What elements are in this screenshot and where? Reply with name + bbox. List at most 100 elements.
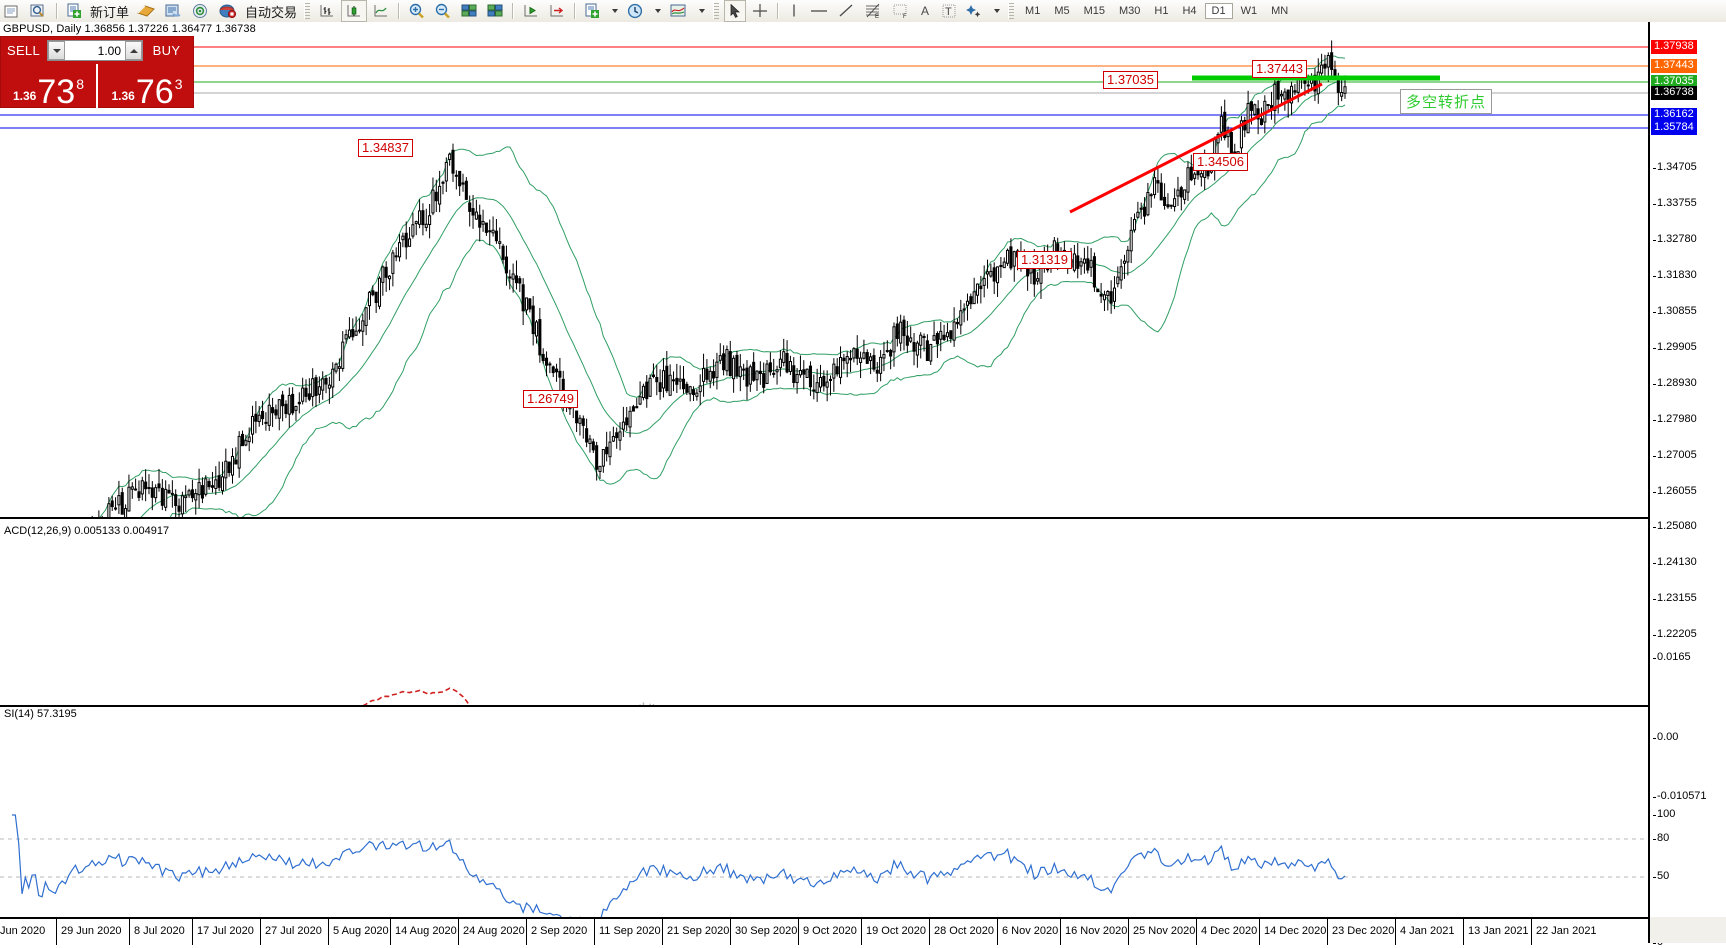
text-icon[interactable]: T xyxy=(938,1,960,21)
crosshair-icon[interactable] xyxy=(748,1,772,21)
price-level-label[interactable]: 1.36162 xyxy=(1651,108,1697,122)
timeframe-h1[interactable]: H1 xyxy=(1154,5,1169,17)
line-chart-icon[interactable] xyxy=(369,1,393,21)
bar-chart-icon[interactable] xyxy=(315,1,339,21)
timeframe-d1[interactable]: D1 xyxy=(1204,3,1233,19)
profiles-icon[interactable] xyxy=(26,1,51,21)
indicator-tick: 0.00 xyxy=(1652,731,1679,743)
indicator-tick: 80 xyxy=(1652,832,1670,844)
price-level-label[interactable]: 1.36738 xyxy=(1651,86,1697,100)
time-axis[interactable]: Jun 2020 29 Jun 2020 8 Jul 2020 17 Jul 2020… xyxy=(0,917,1648,945)
navigator-icon[interactable] xyxy=(188,1,213,21)
volume-decrease-button[interactable] xyxy=(48,41,65,60)
macd-canvas[interactable] xyxy=(0,519,1648,705)
toolbar-grip[interactable] xyxy=(304,3,311,19)
time-gridline xyxy=(798,919,799,945)
tile-windows-icon[interactable] xyxy=(457,1,481,21)
price-tick: 1.27005 xyxy=(1653,449,1697,461)
price-level-label[interactable]: 1.37035 xyxy=(1651,75,1697,89)
timeframe-w1[interactable]: W1 xyxy=(1240,5,1258,17)
templates-dropdown-arrow-icon[interactable] xyxy=(606,1,621,21)
volume-input[interactable]: 1.00 xyxy=(47,40,143,61)
time-gridline xyxy=(56,919,57,945)
time-tick: 25 Nov 2020 xyxy=(1133,925,1196,937)
timeframe-m5[interactable]: M5 xyxy=(1054,5,1070,17)
zoom-out-icon[interactable] xyxy=(431,1,455,21)
price-annotation[interactable]: 1.34837 xyxy=(358,139,413,157)
vertical-line-icon[interactable] xyxy=(784,1,804,21)
time-gridline xyxy=(328,919,329,945)
chart-window[interactable]: GBPUSD, Daily 1.36856 1.37226 1.36477 1.… xyxy=(0,22,1726,948)
price-annotation[interactable]: 1.26749 xyxy=(523,390,578,408)
price-axis[interactable]: 1.356801.347051.337551.327801.318301.308… xyxy=(1648,22,1726,948)
price-level-label[interactable]: 1.37443 xyxy=(1651,59,1697,73)
sell-price-main: 73 xyxy=(37,73,76,109)
time-tick: 21 Sep 2020 xyxy=(667,925,730,937)
rsi-canvas[interactable] xyxy=(0,707,1648,917)
volume-value[interactable]: 1.00 xyxy=(97,43,121,58)
timeframe-m30[interactable]: M30 xyxy=(1119,5,1141,17)
text-label-icon[interactable]: A xyxy=(916,1,936,21)
autotrading-label[interactable]: 自动交易 xyxy=(245,4,298,20)
trendline-icon[interactable] xyxy=(834,1,858,21)
time-tick: 23 Dec 2020 xyxy=(1332,925,1395,937)
new-order-label[interactable]: 新订单 xyxy=(90,4,130,20)
period-icon[interactable] xyxy=(623,1,647,21)
timeframe-m1[interactable]: M1 xyxy=(1025,5,1041,17)
price-level-label[interactable]: 1.37938 xyxy=(1651,40,1697,54)
volume-increase-button[interactable] xyxy=(125,41,142,60)
expert-advisor-icon[interactable] xyxy=(133,1,159,21)
price-chart-canvas[interactable] xyxy=(0,22,1648,517)
buy-price-main: 76 xyxy=(135,73,174,109)
open-data-folder-icon[interactable] xyxy=(1,1,24,21)
sell-price[interactable]: 1.36 73 8 xyxy=(1,64,98,109)
one-click-trading-panel[interactable]: SELL 1.00 BUY 1.36 73 8 1.36 76 3 xyxy=(0,36,195,109)
toolbar-grip[interactable] xyxy=(1008,3,1015,19)
chart-shift-icon[interactable] xyxy=(519,1,543,21)
autotrading-icon[interactable] xyxy=(215,1,241,21)
price-level-label[interactable]: 1.35784 xyxy=(1651,121,1697,135)
price-annotation[interactable]: 1.37035 xyxy=(1103,71,1158,89)
candlestick-chart-icon[interactable] xyxy=(341,0,368,22)
objects-dropdown-arrow-icon[interactable] xyxy=(988,1,1003,21)
time-tick: 11 Sep 2020 xyxy=(599,925,661,937)
timeframe-h4[interactable]: H4 xyxy=(1182,5,1197,17)
tile-horizontally-icon[interactable] xyxy=(483,1,507,21)
new-order-icon[interactable] xyxy=(63,1,86,21)
objects-icon[interactable] xyxy=(962,1,986,21)
price-annotation[interactable]: 1.31319 xyxy=(1017,251,1072,269)
time-gridline xyxy=(260,919,261,945)
indicators-dropdown-arrow-icon[interactable] xyxy=(693,1,708,21)
templates-icon[interactable] xyxy=(581,1,604,21)
macd-label: ACD(12,26,9) 0.005133 0.004917 xyxy=(4,525,170,537)
price-annotation[interactable]: 1.34506 xyxy=(1193,153,1248,171)
sell-button[interactable]: SELL xyxy=(6,43,40,58)
cursor-icon[interactable] xyxy=(724,0,747,22)
channel-icon[interactable]: F xyxy=(888,1,914,21)
toolbar-grip[interactable] xyxy=(713,3,720,19)
timeframe-mn[interactable]: MN xyxy=(1271,5,1289,17)
svg-text:E: E xyxy=(875,14,879,19)
horizontal-line-icon[interactable] xyxy=(806,1,832,21)
time-tick: 4 Dec 2020 xyxy=(1201,925,1258,937)
buy-price-prefix: 1.36 xyxy=(111,89,135,103)
price-axis-border xyxy=(1648,22,1650,943)
toolbar-separator xyxy=(574,3,577,19)
buy-button[interactable]: BUY xyxy=(152,43,181,58)
svg-text:A: A xyxy=(921,4,929,18)
buy-price[interactable]: 1.36 76 3 xyxy=(99,64,195,109)
price-annotation[interactable]: 1.37443 xyxy=(1252,60,1307,78)
auto-scroll-icon[interactable] xyxy=(545,1,569,21)
time-gridline xyxy=(1128,919,1129,945)
timeframe-m15[interactable]: M15 xyxy=(1083,5,1105,17)
period-dropdown-arrow-icon[interactable] xyxy=(649,1,664,21)
indicator-tick: -0.010571 xyxy=(1653,790,1707,802)
market-watch-icon[interactable] xyxy=(161,1,186,21)
time-gridline xyxy=(526,919,527,945)
time-gridline xyxy=(662,919,663,945)
indicators-icon[interactable] xyxy=(666,1,691,21)
time-tick: 27 Jul 2020 xyxy=(265,925,322,937)
chinese-note-label[interactable]: 多空转折点 xyxy=(1400,89,1493,114)
zoom-in-icon[interactable] xyxy=(405,1,429,21)
fibonacci-icon[interactable]: E xyxy=(860,1,886,21)
